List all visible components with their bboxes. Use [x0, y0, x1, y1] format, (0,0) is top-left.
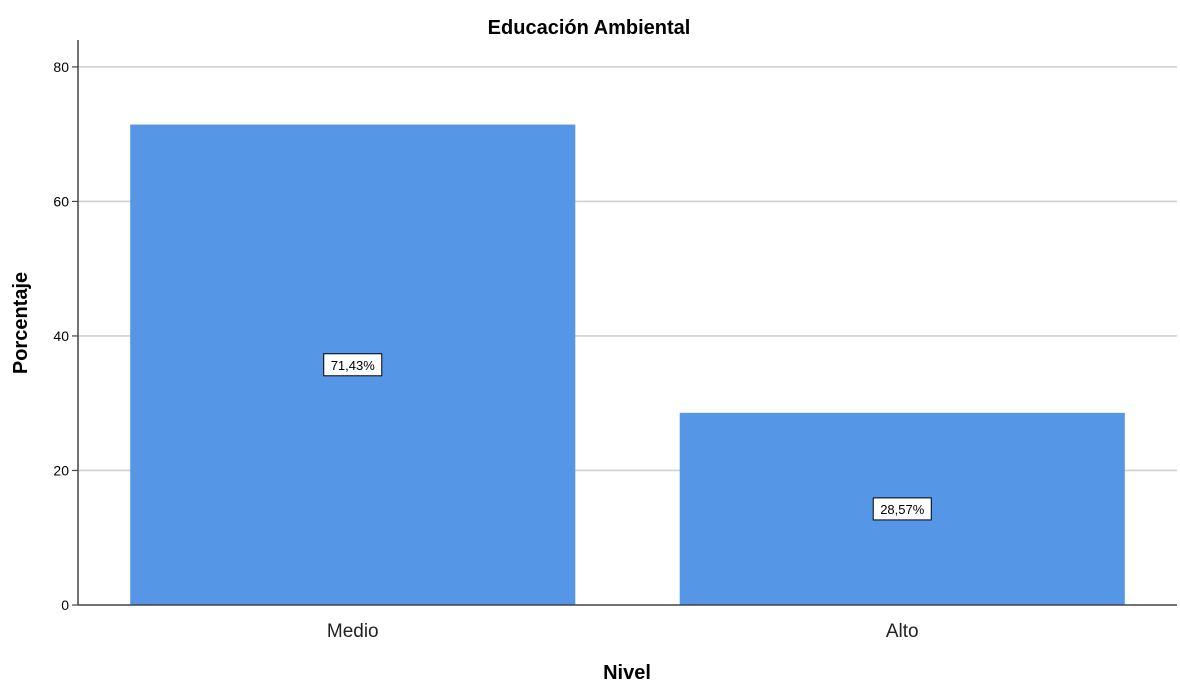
x-tick-label: Medio	[327, 621, 379, 642]
data-label-box	[872, 497, 932, 521]
y-tick-label: 40	[53, 328, 69, 344]
y-tick-label: 80	[53, 59, 69, 75]
x-ticks: Medio Alto	[327, 621, 919, 642]
y-tick-label: 60	[53, 193, 69, 209]
x-tick-label: Alto	[886, 621, 919, 642]
x-axis-label: Nivel	[603, 662, 651, 684]
y-tick-label: 20	[53, 462, 69, 478]
data-labels: 71,43% 28,57%	[323, 353, 932, 521]
bars	[130, 124, 1125, 605]
data-label-box	[323, 353, 383, 377]
y-ticks: 0 20 40 60 80	[53, 59, 78, 613]
chart-title: Educación Ambiental	[488, 17, 691, 39]
data-label: 28,57%	[880, 502, 925, 517]
data-label: 71,43%	[331, 358, 376, 373]
y-axis-label: Porcentaje	[10, 272, 32, 374]
y-tick-label: 0	[61, 597, 69, 613]
